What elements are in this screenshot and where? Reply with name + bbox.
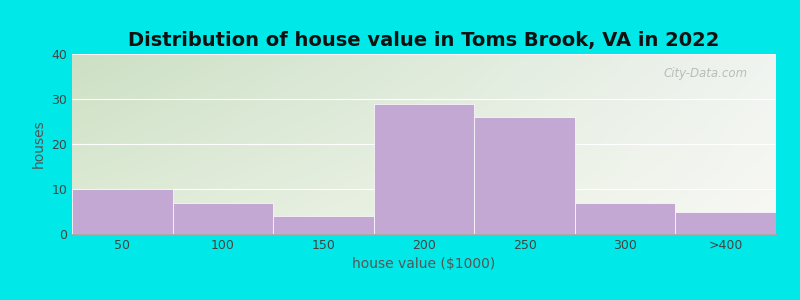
Bar — [474, 117, 575, 234]
Bar — [374, 103, 474, 234]
Bar — [173, 202, 273, 234]
Title: Distribution of house value in Toms Brook, VA in 2022: Distribution of house value in Toms Broo… — [128, 31, 720, 50]
Bar — [675, 212, 776, 234]
Y-axis label: houses: houses — [32, 120, 46, 168]
Bar — [273, 216, 374, 234]
X-axis label: house value ($1000): house value ($1000) — [352, 257, 496, 272]
Bar — [575, 202, 675, 234]
Text: City-Data.com: City-Data.com — [664, 67, 748, 80]
Bar — [72, 189, 173, 234]
